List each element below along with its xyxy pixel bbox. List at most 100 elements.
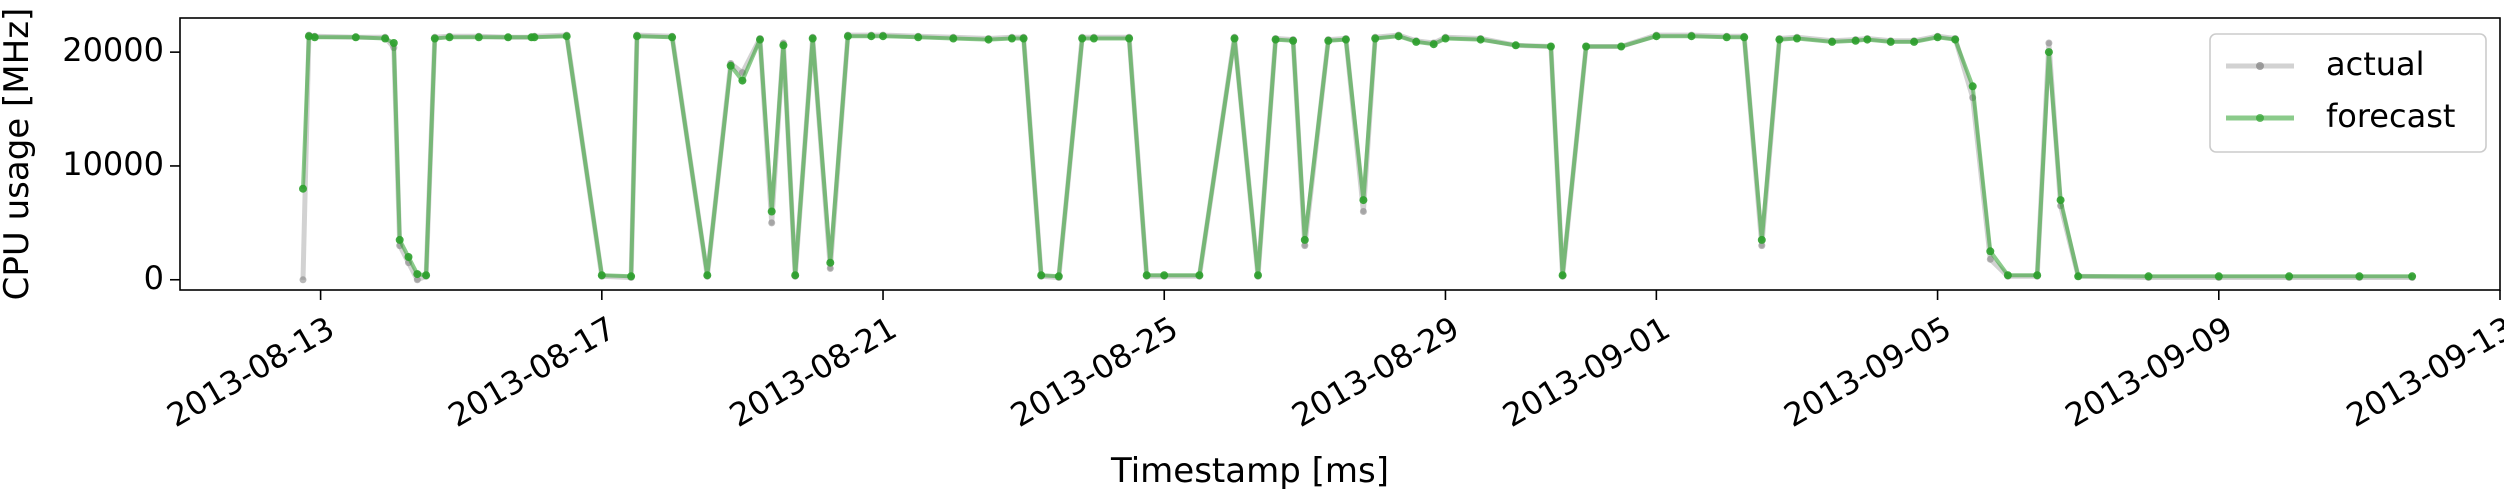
series-forecast <box>299 32 2417 281</box>
data-point-forecast <box>1089 34 1098 43</box>
data-point-forecast <box>430 34 439 43</box>
data-point-forecast <box>395 235 404 244</box>
legend-label-forecast: forecast <box>2326 97 2455 135</box>
data-point-actual <box>768 219 776 227</box>
y-axis: 0 10000 20000 <box>62 31 180 297</box>
data-point-forecast <box>2355 272 2364 281</box>
data-point-forecast <box>826 258 835 267</box>
data-point-forecast <box>1394 32 1403 41</box>
data-point-forecast <box>1851 36 1860 45</box>
data-point-forecast <box>1007 34 1016 43</box>
data-point-forecast <box>1757 235 1766 244</box>
data-point-forecast <box>1652 32 1661 41</box>
data-point-forecast <box>738 76 747 85</box>
y-tick-label: 0 <box>144 259 164 297</box>
data-point-actual <box>826 264 834 272</box>
data-point-forecast <box>1324 36 1333 45</box>
data-point-forecast <box>1863 35 1872 44</box>
data-point-forecast <box>1142 271 1151 280</box>
data-point-forecast <box>668 33 677 42</box>
data-point-forecast <box>1933 33 1942 42</box>
data-point-forecast <box>1910 37 1919 46</box>
data-point-forecast <box>474 33 483 42</box>
data-point-forecast <box>1740 33 1749 42</box>
data-point-forecast <box>1371 34 1380 43</box>
legend: actual forecast <box>2209 33 2487 153</box>
data-point-forecast <box>2408 272 2417 281</box>
data-point-forecast <box>767 207 776 216</box>
data-point-forecast <box>1828 37 1837 46</box>
data-point-forecast <box>597 271 606 280</box>
data-point-forecast <box>389 39 398 47</box>
data-point-forecast <box>1986 247 1995 256</box>
data-point-forecast <box>2033 271 2042 280</box>
data-point-forecast <box>2144 272 2153 281</box>
data-point-forecast <box>1054 272 1063 281</box>
data-point-forecast <box>1359 196 1368 205</box>
data-point-forecast <box>1230 34 1239 43</box>
data-point-forecast <box>413 270 422 279</box>
data-point-forecast <box>422 271 431 280</box>
data-point-forecast <box>984 35 993 44</box>
axes-frame <box>179 17 2501 291</box>
data-point-forecast <box>2214 272 2223 281</box>
data-point-forecast <box>867 32 876 41</box>
data-point-forecast <box>808 34 817 43</box>
data-point-forecast <box>2044 48 2053 57</box>
data-point-forecast <box>879 32 887 41</box>
data-point-forecast <box>1289 36 1298 45</box>
data-point-forecast <box>1617 42 1626 51</box>
data-point-forecast <box>1429 40 1438 49</box>
data-point-forecast <box>2003 271 2012 280</box>
data-point-forecast <box>1951 35 1960 44</box>
data-point-forecast <box>1886 37 1895 46</box>
data-point-forecast <box>726 61 735 70</box>
data-point-forecast <box>1476 35 1485 44</box>
data-point-forecast <box>1687 32 1696 41</box>
data-point-actual <box>1986 255 1994 263</box>
y-tick-label: 10000 <box>62 145 164 183</box>
data-point-forecast <box>791 271 800 280</box>
data-point-forecast <box>1341 35 1350 44</box>
data-point-forecast <box>1968 82 1977 91</box>
data-point-forecast <box>1271 35 1280 44</box>
data-point-forecast <box>703 271 712 280</box>
data-point-forecast <box>530 33 539 42</box>
data-point-forecast <box>1412 37 1421 46</box>
data-point-forecast <box>627 272 636 281</box>
data-point-forecast <box>381 34 390 43</box>
legend-marker-actual <box>2256 62 2264 70</box>
data-point-forecast <box>299 184 307 193</box>
data-point-forecast <box>1037 271 1046 280</box>
data-point-forecast <box>2074 272 2083 281</box>
data-point-forecast <box>310 33 319 42</box>
data-point-forecast <box>1511 41 1520 50</box>
series-layer <box>299 31 2417 284</box>
x-axis-label: Timestamp [ms] <box>1110 451 1389 490</box>
data-point-forecast <box>1558 271 1567 280</box>
data-point-forecast <box>1582 42 1591 51</box>
data-point-forecast <box>914 33 923 42</box>
data-point-forecast <box>2285 272 2294 281</box>
data-point-forecast <box>843 32 852 41</box>
data-point-forecast <box>404 253 413 261</box>
data-point-actual <box>1758 242 1766 250</box>
data-point-actual <box>413 276 421 284</box>
data-point-forecast <box>633 32 641 41</box>
data-point-forecast <box>2056 196 2065 205</box>
data-point-actual <box>1301 242 1309 250</box>
data-point-forecast <box>1019 34 1028 43</box>
y-axis-label: CPU usage [MHz] <box>0 8 37 301</box>
data-point-forecast <box>445 33 454 42</box>
data-point-forecast <box>779 41 788 50</box>
data-point-actual <box>299 276 307 284</box>
data-point-forecast <box>1775 35 1784 44</box>
data-point-forecast <box>1160 271 1169 280</box>
data-point-forecast <box>351 33 360 42</box>
data-point-forecast <box>1195 271 1204 280</box>
data-point-forecast <box>1441 34 1450 43</box>
data-point-forecast <box>1254 271 1262 280</box>
legend-label-actual: actual <box>2326 45 2425 83</box>
y-tick-label: 20000 <box>62 31 164 69</box>
